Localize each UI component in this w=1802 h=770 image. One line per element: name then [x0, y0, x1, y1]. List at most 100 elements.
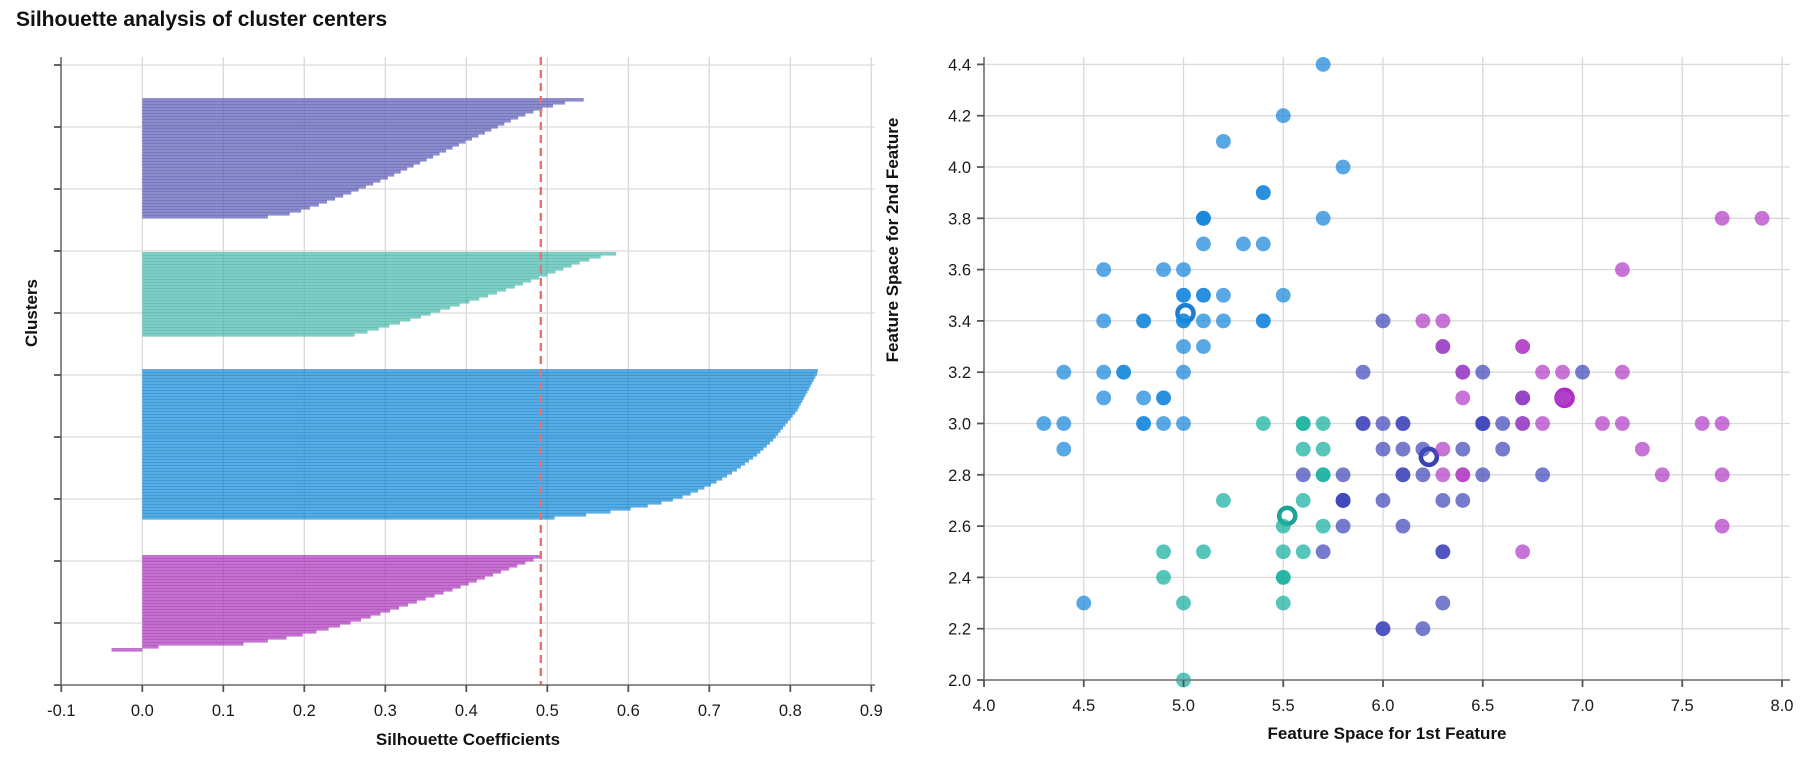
x-tick-label: 7.0 [1571, 697, 1594, 715]
silhouette-bar [142, 140, 466, 144]
scatter-yaxis-title: Feature Space for 2nd Feature [883, 117, 902, 363]
scatter-point [1714, 518, 1730, 534]
y-tick-label: 3.0 [948, 416, 971, 434]
scatter-point [1275, 570, 1291, 585]
scatter-point [1435, 467, 1451, 483]
silhouette-bar [142, 191, 352, 195]
silhouette-bar [142, 155, 434, 159]
silhouette-bar [142, 134, 479, 138]
scatter-point [1435, 313, 1451, 329]
silhouette-bar [142, 324, 390, 328]
silhouette-bar [142, 435, 776, 439]
x-tick-label: 0.2 [293, 702, 316, 720]
scatter-point [1196, 210, 1211, 226]
silhouette-bar [142, 516, 555, 520]
silhouette-bar [111, 648, 143, 652]
scatter-point [1535, 364, 1550, 380]
scatter-point [1515, 339, 1531, 354]
scatter-point [1555, 364, 1570, 380]
silhouette-bar [142, 567, 510, 571]
silhouette-bar [142, 639, 268, 643]
scatter-point [1315, 544, 1331, 560]
y-tick-label: 3.4 [948, 313, 971, 331]
y-tick-label: 2.2 [948, 621, 971, 639]
silhouette-cluster-cluster-1 [142, 369, 818, 520]
x-tick-label: 4.0 [973, 697, 996, 715]
scatter-point [1196, 544, 1211, 560]
silhouette-bar [142, 273, 548, 277]
silhouette-bar [142, 633, 303, 637]
scatter-point [1275, 544, 1291, 560]
y-tick-label: 3.8 [948, 210, 971, 228]
scatter-point [1355, 416, 1371, 431]
silhouette-bar [142, 333, 355, 337]
scatter-point [1435, 595, 1451, 611]
silhouette-bar [142, 438, 774, 442]
x-tick-label: 0.4 [455, 702, 478, 720]
silhouette-bar [142, 624, 340, 628]
scatter-point [1535, 416, 1550, 431]
scatter-point [1096, 390, 1112, 406]
silhouette-bar [142, 264, 572, 268]
scatter-point [1535, 467, 1550, 483]
silhouette-bar [142, 197, 336, 201]
x-tick-label: 8.0 [1771, 697, 1794, 715]
silhouette-bar [142, 588, 453, 592]
silhouette-bar [142, 173, 395, 177]
silhouette-bar [142, 137, 472, 141]
scatter-point [1515, 544, 1531, 560]
x-tick-label: 6.5 [1471, 697, 1494, 715]
x-tick-label: 0.3 [374, 702, 397, 720]
silhouette-bar [142, 252, 617, 256]
y-tick-label: 4.4 [948, 56, 971, 74]
scatter-point [1455, 441, 1471, 457]
silhouette-cluster-cluster-0 [111, 555, 542, 652]
scatter-point [1475, 364, 1491, 380]
silhouette-bar [142, 603, 408, 607]
silhouette-bar [142, 414, 793, 418]
silhouette-bar [142, 450, 761, 454]
x-tick-label: 0.6 [617, 702, 640, 720]
scatter-point [1255, 313, 1271, 329]
x-tick-label: -0.1 [47, 702, 75, 720]
scatter-point [1235, 236, 1251, 252]
scatter-point [1255, 416, 1271, 431]
scatter-point [1096, 313, 1112, 329]
scatter-point [1615, 364, 1630, 380]
silhouette-bar [142, 282, 524, 286]
scatter-point [1435, 544, 1451, 560]
scatter-point [1475, 416, 1491, 431]
silhouette-bar [142, 630, 317, 634]
silhouette-yaxis-title: Clusters [22, 278, 41, 348]
scatter-point [1415, 467, 1431, 483]
scatter-point [1555, 390, 1570, 406]
x-tick-label: 5.0 [1172, 697, 1195, 715]
silhouette-bar [142, 209, 302, 213]
scatter-point [1335, 493, 1351, 508]
scatter-group: 4.0 4.5 5.0 5.5 6.0 6.5 7.0 7.5 8.0 2.0 2.2 2.4 2.6 2… [948, 56, 1793, 715]
scatter-point [1056, 441, 1072, 457]
scatter-point [1275, 108, 1291, 124]
silhouette-bar [142, 279, 532, 283]
scatter-point [1176, 287, 1191, 303]
silhouette-bar [142, 495, 683, 499]
silhouette-bar [142, 576, 485, 580]
x-tick-label: 5.5 [1272, 697, 1295, 715]
silhouette-bar [142, 498, 673, 502]
silhouette-bar [142, 143, 460, 147]
scatter-point [1395, 441, 1411, 457]
silhouette-bar [142, 318, 411, 322]
silhouette-bar [142, 372, 818, 376]
silhouette-bar [142, 152, 440, 156]
silhouette-bar [142, 402, 801, 406]
scatter-point [1415, 313, 1431, 329]
silhouette-bar [142, 131, 485, 135]
scatter-point [1216, 493, 1231, 508]
silhouette-bar [142, 291, 498, 295]
scatter-point [1216, 313, 1231, 329]
x-tick-label: 0.9 [860, 702, 883, 720]
silhouette-bar [142, 378, 814, 382]
scatter-point [1375, 313, 1391, 329]
